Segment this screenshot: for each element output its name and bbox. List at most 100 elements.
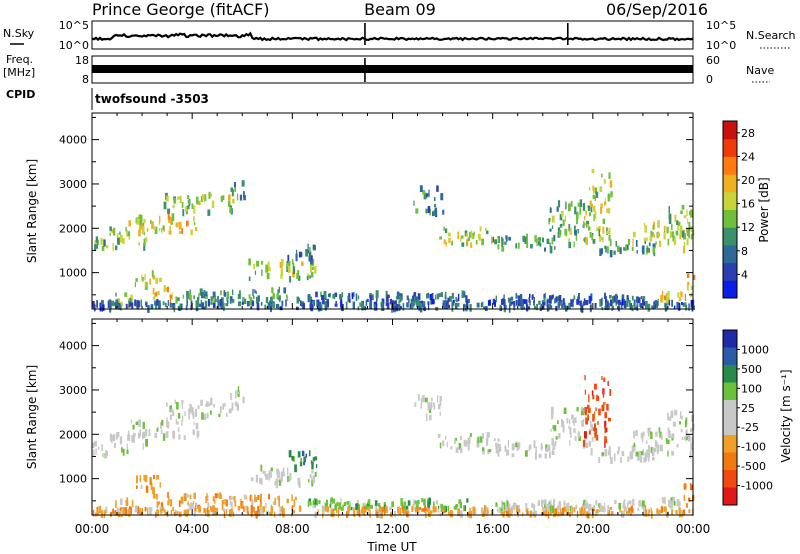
data-cell	[593, 214, 595, 222]
data-cell	[372, 294, 374, 301]
data-cell	[293, 499, 296, 508]
data-cell	[406, 511, 409, 518]
data-cell	[650, 431, 653, 440]
data-cell	[650, 507, 652, 513]
data-cell	[239, 194, 243, 201]
data-cell	[588, 295, 592, 304]
data-cell	[488, 449, 492, 453]
data-cell	[403, 501, 407, 506]
data-cell	[230, 501, 233, 508]
data-cell	[481, 238, 484, 246]
data-cell	[287, 254, 290, 263]
data-cell	[270, 467, 273, 472]
data-cell	[317, 300, 320, 306]
data-cell	[486, 432, 489, 439]
data-cell	[294, 496, 297, 501]
data-cell	[219, 299, 223, 307]
data-cell	[466, 301, 469, 309]
data-cell	[307, 295, 310, 303]
data-cell	[177, 297, 180, 302]
data-cell	[173, 197, 177, 204]
data-cell	[573, 295, 576, 300]
data-cell	[648, 247, 650, 253]
data-cell	[663, 225, 666, 232]
data-cell	[337, 507, 340, 513]
data-cell	[172, 204, 175, 209]
data-cell	[92, 442, 95, 449]
data-cell	[94, 304, 96, 312]
data-cell	[422, 190, 426, 195]
data-cell	[687, 218, 689, 224]
data-cell	[546, 503, 549, 510]
data-cell	[596, 227, 600, 231]
data-cell	[226, 297, 228, 302]
data-cell	[579, 199, 583, 208]
data-cell	[681, 415, 683, 420]
data-cell	[464, 505, 466, 511]
power-data-cells	[92, 168, 696, 313]
data-cell	[230, 187, 233, 192]
data-cell	[643, 457, 647, 463]
data-cell	[604, 412, 607, 419]
data-cell	[141, 277, 144, 282]
data-cell	[678, 297, 682, 302]
data-cell	[166, 417, 168, 426]
data-cell	[510, 302, 512, 306]
data-cell	[278, 500, 280, 507]
data-cell	[385, 290, 388, 298]
data-cell	[587, 407, 591, 413]
data-cell	[656, 508, 659, 514]
data-cell	[326, 300, 329, 308]
data-cell	[440, 503, 443, 508]
data-cell	[197, 405, 200, 410]
data-cell	[589, 212, 591, 217]
data-cell	[308, 479, 310, 483]
colorbar-tick-label: -500	[741, 460, 766, 473]
data-cell	[182, 294, 184, 299]
data-cell	[568, 425, 570, 430]
data-cell	[548, 220, 550, 225]
data-cell	[429, 403, 432, 410]
data-cell	[440, 506, 444, 513]
data-cell	[228, 200, 231, 207]
data-cell	[568, 241, 571, 249]
data-cell	[340, 497, 342, 506]
data-cell	[547, 304, 550, 312]
data-cell	[219, 492, 222, 499]
data-cell	[528, 297, 530, 303]
data-cell	[310, 304, 313, 312]
data-cell	[577, 430, 580, 435]
data-cell	[515, 293, 518, 299]
data-cell	[120, 301, 123, 306]
data-cell	[689, 482, 692, 490]
data-cell	[157, 302, 161, 310]
data-cell	[676, 220, 679, 225]
data-cell	[226, 291, 230, 300]
data-cell	[415, 504, 419, 509]
data-cell	[596, 394, 598, 401]
data-cell	[599, 298, 602, 307]
data-cell	[229, 207, 232, 214]
data-cell	[665, 303, 668, 311]
data-cell	[357, 306, 360, 311]
data-cell	[660, 444, 663, 452]
data-cell	[675, 230, 679, 236]
data-cell	[128, 301, 131, 308]
data-cell	[562, 298, 565, 305]
data-cell	[353, 510, 356, 517]
data-cell	[584, 236, 587, 243]
data-cell	[432, 506, 435, 513]
data-cell	[228, 408, 232, 414]
data-cell	[419, 507, 422, 510]
data-cell	[243, 297, 245, 302]
data-cell	[204, 508, 207, 516]
data-cell	[684, 419, 687, 428]
data-cell	[684, 436, 687, 440]
data-cell	[181, 202, 184, 208]
data-cell	[156, 501, 159, 506]
data-cell	[413, 200, 415, 206]
data-cell	[502, 509, 505, 518]
data-cell	[558, 230, 561, 238]
data-cell	[319, 304, 323, 311]
data-cell	[549, 245, 553, 254]
